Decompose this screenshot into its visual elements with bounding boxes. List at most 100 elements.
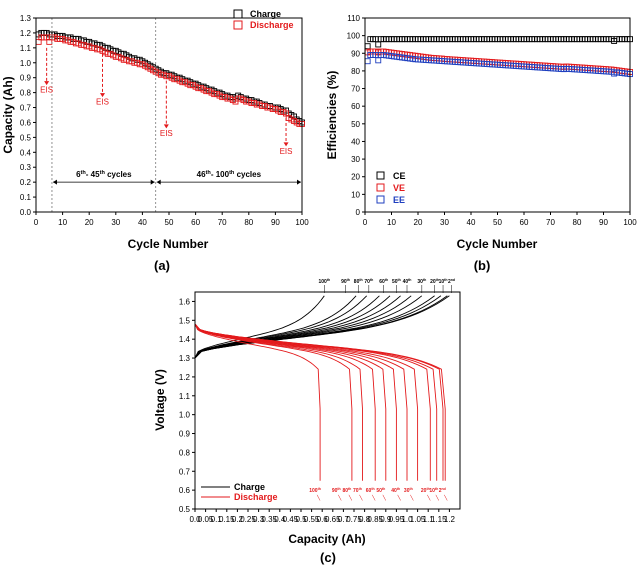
x-tick-label-c: 0.7 bbox=[338, 515, 350, 524]
x-tick-label-a: 30 bbox=[111, 218, 120, 227]
panel-label-c: (c) bbox=[320, 550, 336, 565]
y-tick-label-a: 0.8 bbox=[20, 89, 32, 98]
x-tick-label-c: 0.25 bbox=[240, 515, 256, 524]
charge-cycle-label: 2nd bbox=[448, 278, 455, 285]
voltage-curves bbox=[194, 295, 450, 481]
x-tick-label-c: 1.05 bbox=[410, 515, 426, 524]
x-tick-label-c: 0.75 bbox=[346, 515, 362, 524]
x-tick-label-c: 0.45 bbox=[283, 515, 299, 524]
plot-a-frame bbox=[35, 17, 303, 213]
x-axis-title-a: Cycle Number bbox=[128, 237, 209, 251]
x-tick-label-c: 0.2 bbox=[232, 515, 244, 524]
discharge-cycle-pointer bbox=[338, 494, 342, 501]
x-tick-label-c: 0.4 bbox=[274, 515, 286, 524]
y-tick-label-a: 0.5 bbox=[20, 133, 32, 142]
charge-cycle-label: 90th bbox=[341, 278, 350, 285]
y-tick-label-b: 20 bbox=[351, 173, 360, 182]
y-tick-label-b: 40 bbox=[351, 137, 360, 146]
x-tick-label-a: 80 bbox=[244, 218, 253, 227]
x-tick-label-a: 50 bbox=[165, 218, 174, 227]
y-tick-label-b: 100 bbox=[347, 32, 361, 41]
x-tick-label-c: 0.55 bbox=[304, 515, 320, 524]
x-tick-label-c: 0.6 bbox=[317, 515, 329, 524]
y-tick-label-b: 0 bbox=[356, 208, 361, 217]
y-tick-label-c: 1.0 bbox=[179, 411, 191, 420]
y-tick-label-c: 0.6 bbox=[179, 486, 191, 495]
y-tick-label-c: 1.1 bbox=[179, 392, 191, 401]
x-tick-label-a: 70 bbox=[218, 218, 227, 227]
charge-cycle-label: 60th bbox=[379, 278, 388, 285]
legend-c-charge-label: Charge bbox=[234, 482, 265, 492]
x-tick-label-c: 0.0 bbox=[189, 515, 201, 524]
charge-cycle-label: 100th bbox=[318, 278, 330, 285]
x-tick-label-c: 1.15 bbox=[431, 515, 447, 524]
range-bracket-arrowhead bbox=[156, 179, 161, 185]
data-point-ce bbox=[375, 41, 382, 48]
y-tick-label-a: 0.3 bbox=[20, 163, 32, 172]
x-tick-label-b: 0 bbox=[363, 218, 368, 227]
y-tick-label-a: 0.0 bbox=[20, 208, 32, 217]
x-tick-label-c: 0.9 bbox=[380, 515, 392, 524]
x-axis-title-c: Capacity (Ah) bbox=[288, 532, 365, 546]
x-tick-label-a: 90 bbox=[271, 218, 280, 227]
legend-b-ve-label: VE bbox=[393, 183, 405, 193]
eis-annotation: EIS bbox=[96, 98, 109, 107]
data-point-ce bbox=[364, 43, 371, 50]
x-axis-title-b: Cycle Number bbox=[457, 237, 538, 251]
y-tick-label-c: 0.5 bbox=[179, 505, 191, 514]
discharge-cycle-label: 90th bbox=[332, 487, 341, 494]
y-tick-label-b: 50 bbox=[351, 120, 360, 129]
x-tick-label-c: 1.1 bbox=[423, 515, 435, 524]
y-tick-label-a: 1.1 bbox=[20, 44, 32, 53]
discharge-cycle-pointer bbox=[427, 494, 431, 501]
x-tick-label-b: 10 bbox=[387, 218, 396, 227]
x-tick-label-c: 0.8 bbox=[359, 515, 371, 524]
range-bracket-label: 6th- 45th cycles bbox=[76, 170, 132, 179]
y-tick-label-b: 10 bbox=[351, 190, 360, 199]
legend-c: Charge Discharge bbox=[201, 482, 278, 502]
x-tick-label-b: 20 bbox=[414, 218, 423, 227]
y-tick-label-b: 90 bbox=[351, 49, 360, 58]
y-tick-label-c: 1.2 bbox=[179, 373, 191, 382]
x-tick-label-b: 30 bbox=[440, 218, 449, 227]
y-tick-label-c: 1.4 bbox=[179, 335, 191, 344]
discharge-cycle-label: 80th bbox=[342, 487, 351, 494]
legend-b-ve-marker bbox=[376, 183, 385, 192]
discharge-cycle-label: 50th bbox=[376, 487, 385, 494]
discharge-curve bbox=[194, 323, 353, 481]
legend-b: CE VE EE bbox=[376, 171, 406, 205]
x-tick-label-c: 1.0 bbox=[401, 515, 413, 524]
x-tick-label-b: 60 bbox=[520, 218, 529, 227]
cycle-labels: 100th 90th 80th 70th 60th 50th 40th 30th 20th 10t… bbox=[309, 278, 455, 501]
eis-arrow-head bbox=[283, 142, 289, 147]
charge-curve bbox=[194, 295, 325, 359]
y-tick-label-b: 80 bbox=[351, 67, 360, 76]
legend-b-ce-marker bbox=[376, 171, 385, 180]
data-point-ee bbox=[375, 57, 382, 64]
x-tick-label-b: 90 bbox=[599, 218, 608, 227]
legend-b-ce-label: CE bbox=[393, 171, 406, 181]
capacity-series-marks bbox=[35, 29, 305, 127]
capacity-annotations: EIS EIS EIS EIS 6th- 45th cycles 46th- 100th … bbox=[40, 18, 301, 212]
discharge-cycle-label: 100th bbox=[309, 487, 321, 494]
y-tick-label-a: 0.1 bbox=[20, 193, 32, 202]
y-tick-label-a: 1.0 bbox=[20, 59, 32, 68]
x-tick-label-c: 0.05 bbox=[198, 515, 214, 524]
charge-cycle-label: 70th bbox=[364, 278, 373, 285]
x-tick-label-c: 0.85 bbox=[367, 515, 383, 524]
legend-a-discharge-label: Discharge bbox=[250, 20, 294, 30]
eis-annotation: EIS bbox=[40, 86, 53, 95]
y-tick-label-b: 30 bbox=[351, 155, 360, 164]
y-tick-label-c: 0.9 bbox=[179, 430, 191, 439]
charge-cycle-label: 80th bbox=[354, 278, 363, 285]
axes-c: 0.00.050.10.150.20.250.30.350.40.450.50.… bbox=[179, 297, 456, 524]
x-tick-label-a: 10 bbox=[58, 218, 67, 227]
x-tick-label-c: 0.35 bbox=[261, 515, 277, 524]
range-bracket-arrowhead bbox=[150, 179, 155, 185]
eis-annotation: EIS bbox=[280, 147, 293, 156]
x-tick-label-a: 0 bbox=[34, 218, 39, 227]
discharge-cycle-pointer bbox=[316, 494, 321, 501]
charge-cycle-label: 30th bbox=[417, 278, 426, 285]
x-tick-label-c: 0.5 bbox=[295, 515, 307, 524]
